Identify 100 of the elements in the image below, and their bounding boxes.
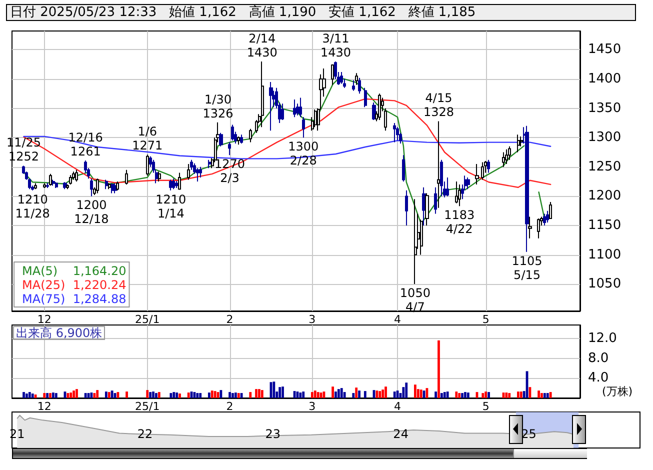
candlestick — [208, 159, 211, 169]
bar — [438, 340, 440, 398]
candlestick — [261, 60, 264, 128]
candlestick — [116, 181, 119, 191]
bar — [314, 390, 316, 398]
bar — [272, 382, 276, 398]
bar — [414, 384, 416, 398]
bar — [466, 392, 470, 398]
bar — [310, 392, 314, 398]
bar — [443, 392, 446, 398]
bar — [155, 393, 158, 398]
bar — [516, 392, 520, 398]
candlestick — [302, 116, 305, 138]
candlestick — [543, 213, 546, 226]
bar — [187, 392, 190, 398]
candlestick — [355, 72, 358, 86]
x-tick-label: 3 — [308, 313, 316, 326]
bar — [455, 392, 458, 398]
bar — [232, 393, 234, 398]
candlestick — [537, 218, 540, 239]
candlestick — [481, 162, 484, 180]
bar — [343, 392, 346, 398]
bar — [340, 388, 343, 398]
bar — [108, 392, 110, 398]
candlestick — [72, 171, 75, 180]
candlestick — [458, 184, 461, 207]
bar — [126, 392, 128, 398]
candlestick — [43, 182, 46, 188]
x-tick-label: 2 — [226, 313, 234, 326]
x-tick-label: 23 — [265, 427, 281, 441]
candlestick — [378, 93, 381, 121]
x-tick-label: 12 — [37, 313, 52, 326]
text: MA(25) 1,220.24 — [22, 278, 126, 292]
candlestick — [169, 179, 172, 191]
bar — [76, 389, 78, 398]
candlestick — [434, 186, 437, 214]
bar — [488, 392, 490, 398]
candlestick — [528, 216, 532, 239]
bar — [70, 392, 72, 398]
bar — [440, 393, 443, 398]
bar — [278, 387, 282, 398]
bar — [434, 392, 437, 398]
candlestick — [487, 159, 490, 174]
bar — [228, 392, 231, 398]
x-tick-label: 25/1 — [135, 313, 160, 326]
candlestick — [467, 176, 470, 190]
candlestick — [113, 182, 117, 194]
bar — [549, 392, 552, 398]
bar — [378, 391, 382, 398]
bar — [54, 393, 58, 398]
y-tick-label: 4.0 — [588, 370, 609, 386]
candlestick — [314, 108, 317, 128]
annotation: 1/30 1326 — [202, 92, 234, 120]
candlestick — [55, 182, 58, 188]
bar — [282, 386, 284, 398]
candlestick — [331, 64, 334, 86]
bar — [464, 392, 466, 398]
candlestick — [502, 152, 505, 168]
candlestick — [525, 125, 529, 252]
annotation: 1300 2/28 — [288, 140, 319, 168]
candlestick — [549, 202, 552, 219]
candlestick — [90, 178, 93, 197]
bar — [255, 389, 258, 398]
bar — [384, 386, 387, 398]
text: MA(75) 1,284.88 — [22, 292, 126, 306]
annotation: 1210 1/14 — [156, 192, 186, 220]
annotation: 12/16 1261 — [68, 130, 103, 158]
candlestick — [158, 171, 161, 182]
bar — [484, 392, 488, 398]
bar — [332, 386, 334, 398]
bar — [260, 390, 264, 398]
candlestick — [475, 163, 479, 185]
bar — [240, 393, 243, 398]
candlestick — [422, 186, 426, 226]
candlestick — [52, 179, 55, 186]
candlestick — [546, 210, 549, 224]
bar — [461, 393, 464, 398]
candlestick — [393, 122, 396, 143]
candlestick — [178, 172, 181, 190]
candlestick — [96, 178, 99, 194]
bar — [149, 392, 152, 398]
bar — [364, 391, 366, 398]
candlestick — [108, 182, 111, 190]
bar — [172, 392, 176, 398]
bar — [505, 392, 508, 398]
bar — [482, 393, 484, 398]
bar — [258, 389, 260, 398]
annotation: 2/14 1430 — [246, 31, 278, 60]
bar — [93, 393, 96, 398]
bar — [520, 392, 522, 398]
y-tick-label: 1200 — [588, 188, 622, 204]
candlestick — [293, 99, 296, 118]
bar — [508, 393, 511, 398]
bar — [170, 393, 172, 398]
bar — [249, 392, 252, 398]
y-tick-label: 8.0 — [588, 350, 609, 366]
bar — [49, 393, 52, 398]
bar — [196, 393, 199, 398]
bar — [84, 393, 87, 398]
candlestick — [199, 166, 202, 178]
